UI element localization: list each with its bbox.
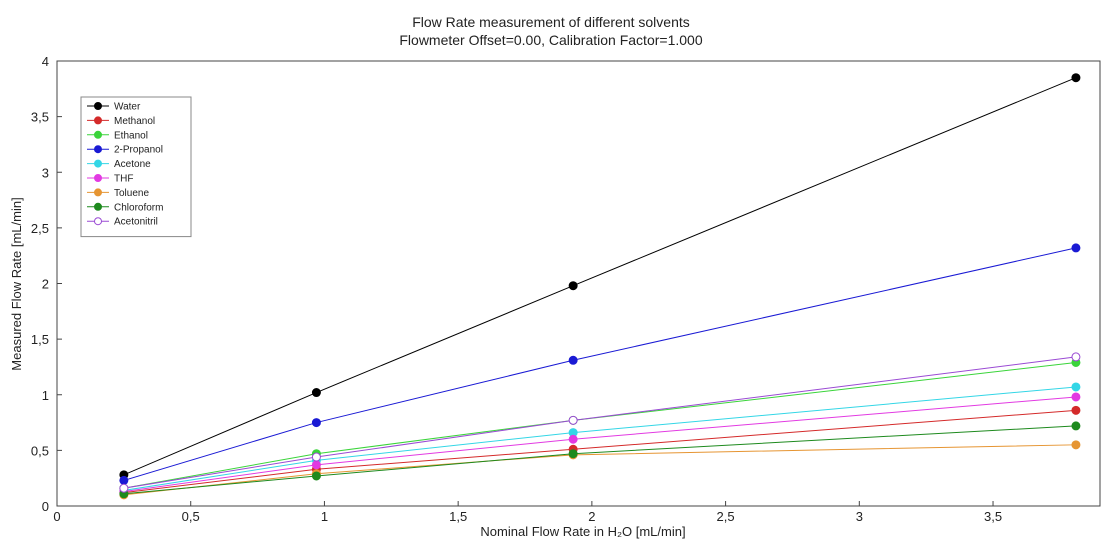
data-point bbox=[568, 281, 578, 291]
y-tick-label: 3,5 bbox=[31, 110, 49, 125]
data-point bbox=[1071, 405, 1081, 415]
legend-swatch-marker bbox=[94, 217, 102, 226]
legend-label: Acetone bbox=[114, 159, 151, 170]
series-line-thf bbox=[123, 396, 1076, 493]
data-point bbox=[311, 388, 321, 398]
legend-label: Toluene bbox=[114, 188, 149, 199]
series-line-chloroform bbox=[123, 425, 1076, 495]
legend-label: Methanol bbox=[114, 116, 155, 127]
series-line-2-propanol bbox=[123, 247, 1077, 481]
x-tick-label: 2,5 bbox=[717, 509, 735, 524]
legend-item-water: Water bbox=[87, 102, 141, 113]
legend-label: THF bbox=[114, 174, 133, 185]
y-tick-label: 2,5 bbox=[31, 221, 49, 236]
legend-swatch-marker bbox=[94, 174, 102, 182]
legend-label: Water bbox=[114, 102, 141, 113]
series-2-propanol bbox=[119, 243, 1081, 485]
legend-swatch-marker bbox=[94, 188, 102, 197]
x-tick-label: 3,5 bbox=[984, 509, 1002, 524]
data-point bbox=[1071, 352, 1081, 362]
series-layer bbox=[119, 73, 1081, 500]
data-point bbox=[1071, 440, 1081, 450]
legend-swatch-marker bbox=[94, 116, 102, 125]
plot-area: 0 0,5 1 1,5 2 2,5 3 3,5 0 0,5 1 1,5 2 2,5 3 3,5 4 bbox=[31, 54, 1101, 524]
legend: Water Methanol Ethanol 2-Propanol Acetone THF… bbox=[80, 96, 192, 238]
series-chloroform bbox=[119, 421, 1081, 499]
legend-swatch-marker bbox=[94, 102, 102, 110]
legend-swatch-marker bbox=[94, 130, 102, 139]
data-point bbox=[568, 434, 578, 444]
legend-item-toluene: Toluene bbox=[87, 188, 149, 199]
y-tick-label: 0 bbox=[42, 499, 49, 514]
legend-item-thf: THF bbox=[87, 174, 133, 185]
data-point bbox=[568, 449, 578, 459]
data-point bbox=[311, 418, 321, 428]
y-axis-label: Measured Flow Rate [mL/min] bbox=[9, 197, 24, 370]
data-point bbox=[311, 460, 321, 470]
series-line-toluene bbox=[123, 444, 1076, 496]
data-point bbox=[568, 355, 578, 365]
data-point bbox=[1071, 392, 1081, 402]
legend-swatch-marker bbox=[94, 159, 102, 168]
legend-swatch-marker bbox=[94, 145, 102, 154]
data-point bbox=[568, 415, 578, 425]
series-line-acetone bbox=[123, 386, 1076, 491]
legend-label: Acetonitril bbox=[114, 217, 158, 228]
y-tick-label: 0,5 bbox=[31, 443, 49, 458]
x-axis-label: Nominal Flow Rate in H₂O [mL/min] bbox=[480, 524, 685, 539]
legend-item-2-propanol: 2-Propanol bbox=[87, 145, 163, 156]
data-point bbox=[1071, 421, 1081, 431]
data-point bbox=[1071, 243, 1081, 253]
data-point bbox=[311, 452, 321, 462]
y-tick-label: 3 bbox=[42, 165, 49, 180]
y-tick-label: 1,5 bbox=[31, 332, 49, 347]
data-point bbox=[119, 483, 129, 493]
x-tick-label: 0,5 bbox=[182, 509, 200, 524]
legend-item-acetonitril: Acetonitril bbox=[87, 217, 158, 228]
y-tick-label: 2 bbox=[42, 277, 49, 292]
legend-label: Ethanol bbox=[114, 130, 148, 141]
x-tick-label: 1,5 bbox=[449, 509, 467, 524]
x-tick-label: 0 bbox=[53, 509, 60, 524]
chart-subtitle: Flowmeter Offset=0.00, Calibration Facto… bbox=[399, 32, 702, 48]
data-point bbox=[1071, 73, 1081, 83]
legend-label: 2-Propanol bbox=[114, 145, 163, 156]
chart-title: Flow Rate measurement of different solve… bbox=[412, 14, 690, 30]
data-point bbox=[311, 471, 321, 481]
legend-swatch-marker bbox=[94, 202, 102, 211]
legend-label: Chloroform bbox=[114, 202, 163, 213]
legend-item-methanol: Methanol bbox=[87, 116, 155, 127]
series-line-methanol bbox=[123, 409, 1076, 494]
y-tick-label: 4 bbox=[42, 54, 49, 69]
legend-item-chloroform: Chloroform bbox=[87, 202, 163, 213]
series-acetonitril bbox=[119, 352, 1081, 493]
series-line-water bbox=[123, 77, 1077, 476]
x-tick-label: 2 bbox=[588, 509, 595, 524]
series-line-acetonitril bbox=[123, 356, 1076, 489]
x-tick-label: 3 bbox=[856, 509, 863, 524]
series-water bbox=[119, 73, 1081, 480]
series-line-ethanol bbox=[123, 361, 1076, 489]
x-tick-label: 1 bbox=[321, 509, 328, 524]
y-tick-label: 1 bbox=[42, 388, 49, 403]
legend-item-acetone: Acetone bbox=[87, 159, 151, 170]
legend-item-ethanol: Ethanol bbox=[87, 130, 148, 141]
data-point bbox=[119, 475, 129, 485]
data-point bbox=[1071, 382, 1081, 392]
